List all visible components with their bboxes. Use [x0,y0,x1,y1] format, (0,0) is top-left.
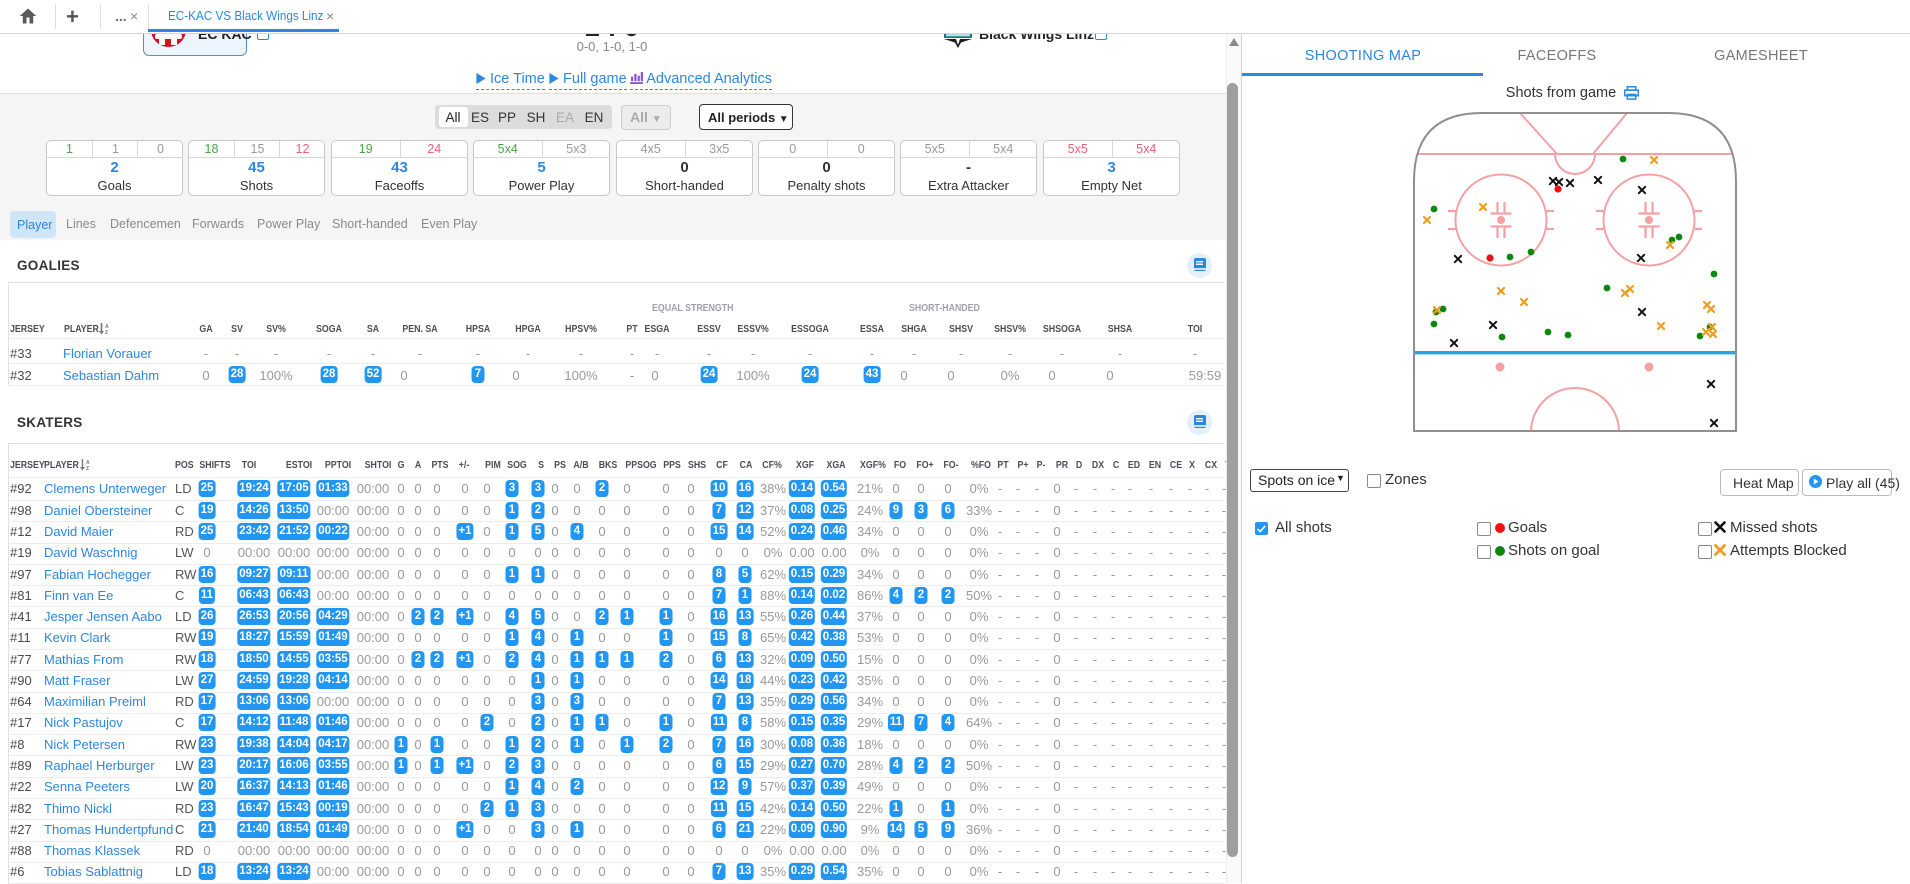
svg-text:Z: Z [105,330,108,335]
svg-text:A: A [86,460,90,466]
svg-text:Z: Z [86,466,89,471]
svg-text:A: A [105,324,109,330]
